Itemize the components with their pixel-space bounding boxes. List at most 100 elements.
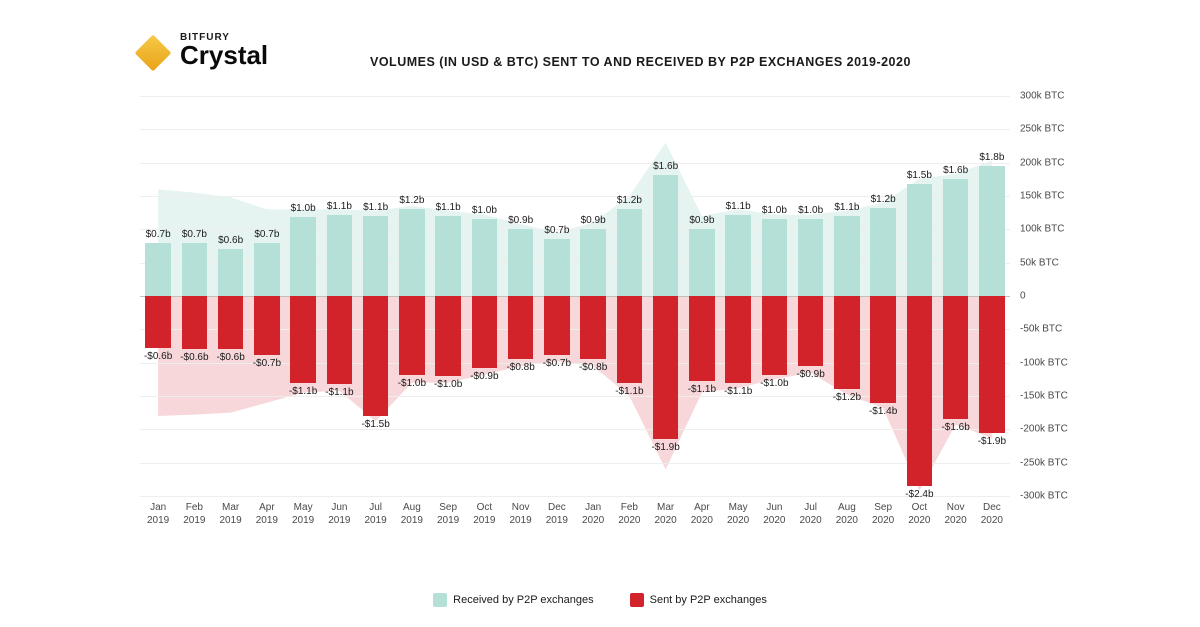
y-tick-label: 150k BTC — [1020, 191, 1090, 202]
value-label-sent: -$0.6b — [180, 352, 208, 363]
y-tick-label: 300k BTC — [1020, 91, 1090, 102]
x-tick-label: Jul2020 — [800, 502, 822, 527]
x-tick-label: Sep2020 — [872, 502, 894, 527]
value-label-received: $1.5b — [907, 170, 932, 181]
x-tick-label: Feb2020 — [618, 502, 640, 527]
value-label-received: $0.7b — [254, 229, 279, 240]
x-tick-label: Jan2019 — [147, 502, 169, 527]
x-tick-label: Dec2020 — [981, 502, 1003, 527]
value-label-received: $0.9b — [581, 215, 606, 226]
legend-item: Sent by P2P exchanges — [630, 593, 767, 607]
crystal-logo-icon — [135, 34, 172, 71]
bar-received — [218, 249, 243, 296]
legend-item: Received by P2P exchanges — [433, 593, 593, 607]
chart-title: VOLUMES (IN USD & BTC) SENT TO AND RECEI… — [370, 55, 911, 69]
bar-received — [653, 175, 678, 296]
brand-block: BITFURY Crystal — [140, 32, 268, 68]
value-label-received: $1.6b — [943, 165, 968, 176]
value-label-sent: -$0.9b — [470, 371, 498, 382]
bar-sent — [870, 296, 895, 403]
y-tick-label: -200k BTC — [1020, 424, 1090, 435]
bar-sent — [762, 296, 787, 375]
bar-received — [798, 219, 823, 296]
gridline — [140, 129, 1010, 130]
value-label-sent: -$1.0b — [398, 378, 426, 389]
y-tick-label: 200k BTC — [1020, 157, 1090, 168]
bar-sent — [218, 296, 243, 349]
y-tick-label: 100k BTC — [1020, 224, 1090, 235]
bar-received — [363, 216, 388, 296]
value-label-sent: -$1.1b — [615, 386, 643, 397]
bar-received — [399, 209, 424, 296]
x-tick-label: Nov2019 — [510, 502, 532, 527]
gridline — [140, 96, 1010, 97]
value-label-received: $1.6b — [653, 161, 678, 172]
bar-received — [617, 209, 642, 296]
x-tick-label: Jan2020 — [582, 502, 604, 527]
value-label-received: $1.2b — [871, 194, 896, 205]
x-tick-label: Dec2019 — [546, 502, 568, 527]
chart-area: 300k BTC250k BTC200k BTC150k BTC100k BTC… — [140, 96, 1080, 526]
bar-sent — [254, 296, 279, 355]
x-tick-label: Oct2020 — [908, 502, 930, 527]
value-label-sent: -$1.0b — [434, 379, 462, 390]
value-label-received: $1.1b — [436, 202, 461, 213]
x-tick-label: Aug2019 — [401, 502, 423, 527]
x-tick-label: Feb2019 — [183, 502, 205, 527]
value-label-received: $1.0b — [798, 205, 823, 216]
value-label-received: $1.1b — [363, 202, 388, 213]
bar-sent — [798, 296, 823, 366]
value-label-sent: -$1.1b — [724, 386, 752, 397]
legend-label: Received by P2P exchanges — [453, 594, 593, 606]
bar-sent — [943, 296, 968, 419]
bar-sent — [653, 296, 678, 439]
value-label-received: $1.2b — [399, 195, 424, 206]
bar-received — [290, 217, 315, 296]
bar-received — [145, 243, 170, 296]
value-label-received: $1.0b — [291, 203, 316, 214]
x-tick-label: Oct2019 — [473, 502, 495, 527]
value-label-received: $0.7b — [146, 229, 171, 240]
bar-sent — [508, 296, 533, 359]
x-tick-label: Jun2020 — [763, 502, 785, 527]
value-label-sent: -$2.4b — [905, 489, 933, 500]
value-label-received: $1.0b — [472, 205, 497, 216]
bar-received — [907, 184, 932, 296]
value-label-sent: -$0.6b — [216, 352, 244, 363]
x-tick-label: Mar2020 — [655, 502, 677, 527]
x-tick-label: Sep2019 — [437, 502, 459, 527]
bar-sent — [145, 296, 170, 348]
x-tick-label: Nov2020 — [945, 502, 967, 527]
value-label-received: $1.1b — [834, 202, 859, 213]
bar-sent — [544, 296, 569, 355]
x-tick-label: Mar2019 — [220, 502, 242, 527]
x-tick-label: May2019 — [292, 502, 314, 527]
value-label-received: $1.1b — [327, 201, 352, 212]
gridline — [140, 429, 1010, 430]
value-label-sent: -$1.4b — [869, 406, 897, 417]
value-label-sent: -$1.5b — [361, 419, 389, 430]
x-tick-label: Aug2020 — [836, 502, 858, 527]
bar-sent — [363, 296, 388, 416]
x-tick-label: Jun2019 — [328, 502, 350, 527]
value-label-sent: -$1.1b — [325, 387, 353, 398]
value-label-received: $1.8b — [979, 152, 1004, 163]
bar-sent — [979, 296, 1004, 433]
bar-received — [580, 229, 605, 296]
bar-received — [870, 208, 895, 296]
bar-sent — [907, 296, 932, 486]
bar-received — [254, 243, 279, 296]
value-label-sent: -$1.0b — [760, 378, 788, 389]
legend: Received by P2P exchanges Sent by P2P exc… — [0, 593, 1200, 607]
value-label-sent: -$1.1b — [289, 386, 317, 397]
bar-sent — [435, 296, 460, 376]
bar-received — [725, 215, 750, 296]
value-label-sent: -$1.9b — [651, 442, 679, 453]
x-tick-label: Apr2020 — [691, 502, 713, 527]
value-label-sent: -$0.6b — [144, 351, 172, 362]
value-label-received: $0.9b — [508, 215, 533, 226]
bar-received — [435, 216, 460, 296]
value-label-sent: -$1.1b — [688, 384, 716, 395]
value-label-received: $1.1b — [726, 201, 751, 212]
value-label-sent: -$0.8b — [579, 362, 607, 373]
